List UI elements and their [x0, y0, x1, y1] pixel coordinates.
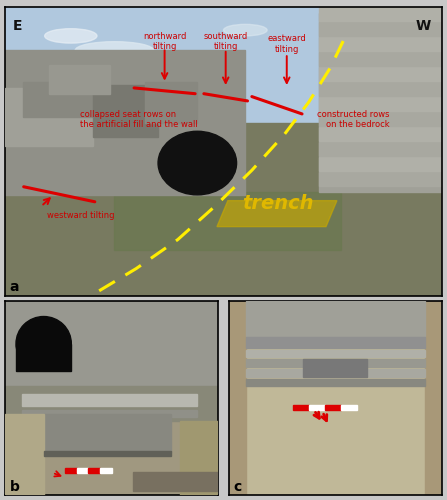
Bar [320, 13, 442, 192]
Text: southward
tilting: southward tilting [203, 32, 248, 51]
Bar [93, 85, 158, 137]
Bar [341, 406, 357, 409]
Ellipse shape [224, 24, 267, 36]
Bar [22, 410, 197, 418]
Bar [246, 369, 425, 376]
Text: trench: trench [242, 194, 314, 213]
Bar [5, 88, 93, 146]
Ellipse shape [75, 42, 154, 59]
Bar [44, 414, 171, 453]
Bar [44, 452, 171, 456]
Text: collapsed seat rows on
the artificial fill and the wall: collapsed seat rows on the artificial fi… [80, 110, 197, 129]
Bar [145, 82, 197, 122]
Bar [22, 394, 197, 406]
Bar [16, 344, 72, 371]
Bar [133, 472, 218, 491]
Bar [246, 359, 425, 367]
Bar [246, 378, 425, 386]
Text: northward
tilting: northward tilting [143, 32, 186, 51]
Ellipse shape [158, 132, 236, 195]
Bar [320, 112, 442, 126]
Bar [180, 422, 218, 495]
Bar [320, 172, 442, 186]
Bar [320, 22, 442, 36]
Text: b: b [10, 480, 20, 494]
Polygon shape [217, 200, 337, 226]
Bar [5, 122, 442, 296]
Text: c: c [233, 480, 241, 494]
Bar [320, 37, 442, 51]
Bar [320, 67, 442, 81]
Bar [5, 7, 442, 128]
Bar [425, 301, 442, 495]
Text: E: E [13, 18, 23, 32]
Bar [293, 406, 308, 409]
Bar [320, 7, 442, 21]
Bar [229, 301, 246, 495]
Bar [308, 406, 325, 409]
Bar [5, 301, 218, 388]
Text: eastward
tilting: eastward tilting [267, 34, 306, 54]
Bar [320, 142, 442, 156]
Bar [320, 52, 442, 66]
Text: a: a [10, 280, 19, 294]
Bar [65, 468, 76, 472]
Bar [5, 386, 218, 422]
Bar [100, 468, 112, 472]
Text: constructed rows
on the bedrock: constructed rows on the bedrock [317, 110, 389, 129]
Bar [304, 359, 367, 376]
Bar [49, 65, 110, 94]
Bar [114, 192, 342, 250]
Bar [23, 82, 101, 117]
Bar [76, 468, 89, 472]
Text: W: W [415, 18, 431, 32]
Bar [320, 97, 442, 111]
Bar [89, 468, 100, 472]
Ellipse shape [45, 28, 97, 43]
Bar [246, 301, 425, 336]
Bar [246, 350, 425, 358]
Bar [320, 158, 442, 171]
Text: westward tilting: westward tilting [47, 211, 114, 220]
Bar [5, 50, 245, 195]
Bar [5, 414, 44, 495]
Bar [5, 422, 218, 495]
Bar [325, 406, 341, 409]
Bar [320, 82, 442, 96]
Ellipse shape [16, 316, 72, 371]
Bar [320, 127, 442, 141]
Bar [246, 337, 425, 347]
